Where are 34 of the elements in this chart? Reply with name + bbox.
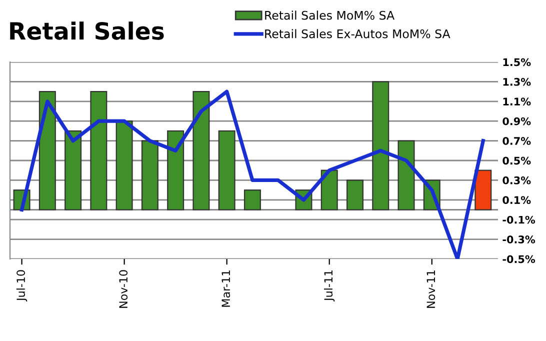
y-tick-label: 0.7% bbox=[502, 137, 531, 145]
bar bbox=[320, 170, 338, 210]
y-tick-label: 1.3% bbox=[503, 78, 531, 86]
bar bbox=[192, 90, 210, 210]
legend-label: Retail Sales Ex-Autos MoM% SA bbox=[265, 29, 450, 38]
y-tick-label: -0.3% bbox=[502, 236, 536, 244]
x-tick-label: Nov-11 bbox=[426, 270, 436, 308]
y-tick-label: 0.9% bbox=[502, 117, 531, 126]
bar bbox=[141, 140, 158, 210]
bar bbox=[346, 180, 364, 210]
y-tick-label: -0.5% bbox=[502, 255, 536, 264]
bar bbox=[474, 170, 492, 210]
y-tick-label: 0.1% bbox=[502, 196, 531, 204]
chart-title: Retail Sales bbox=[10, 22, 164, 40]
bar bbox=[64, 130, 82, 210]
x-tick-label: Mar-11 bbox=[222, 270, 230, 307]
y-tick-label: -0.1% bbox=[502, 216, 536, 224]
legend-label: Retail Sales MoM% SA bbox=[265, 10, 394, 20]
bar bbox=[218, 130, 236, 210]
x-tick-label: Jul-10 bbox=[16, 270, 28, 302]
y-tick-label: 1.1% bbox=[503, 98, 531, 106]
y-tick-label: 0.3% bbox=[502, 176, 531, 184]
bar bbox=[167, 130, 184, 210]
y-tick-label: 0.5% bbox=[502, 156, 531, 165]
x-tick-label: Nov-10 bbox=[119, 270, 128, 308]
bar bbox=[90, 90, 108, 210]
y-tick-label: 1.5% bbox=[503, 58, 531, 66]
bar bbox=[244, 189, 261, 210]
bar bbox=[398, 140, 415, 210]
bar bbox=[372, 81, 390, 210]
line-series bbox=[20, 90, 485, 259]
x-tick-label: Jul-11 bbox=[324, 270, 335, 302]
bar bbox=[116, 120, 133, 210]
bar bbox=[38, 90, 56, 210]
